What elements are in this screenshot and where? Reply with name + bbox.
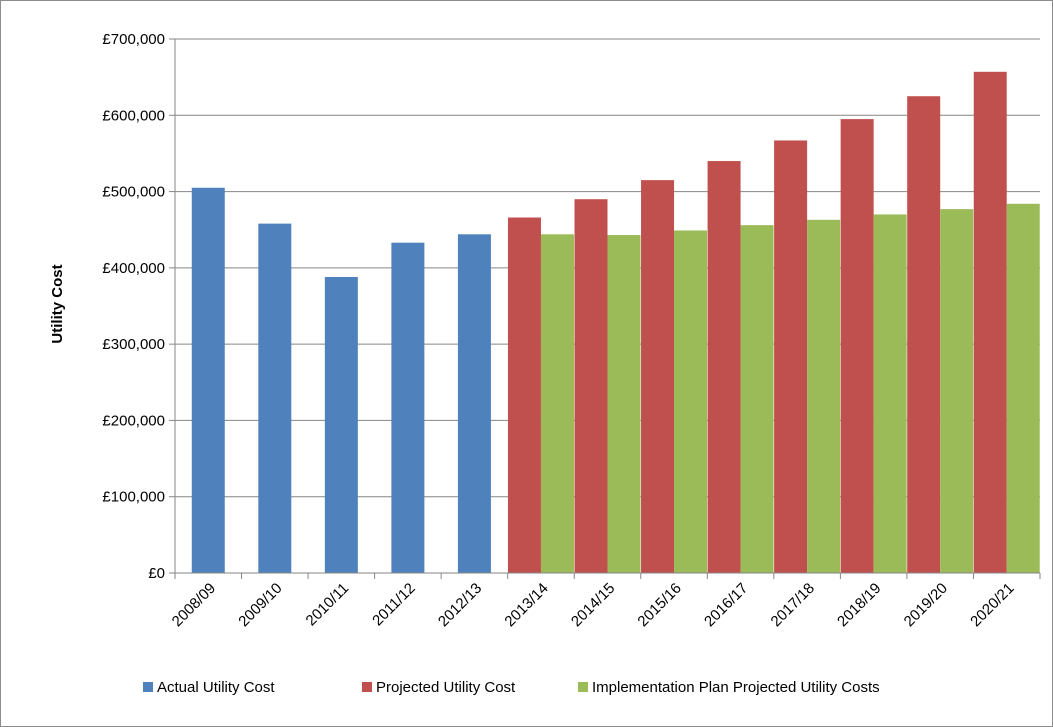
legend-item: Projected Utility Cost — [362, 679, 516, 696]
x-tick-label: 2010/11 — [303, 580, 353, 630]
bar-actual-utility-cost — [258, 223, 292, 573]
legend-item: Implementation Plan Projected Utility Co… — [578, 679, 880, 696]
bar-implementation-plan-projected-utility-costs — [540, 234, 574, 573]
y-tick-label: £100,000 — [102, 489, 165, 506]
legend-label: Projected Utility Cost — [376, 679, 516, 696]
bar-implementation-plan-projected-utility-costs — [940, 209, 974, 574]
legend-swatch — [143, 682, 153, 692]
x-tick-label: 2019/20 — [901, 580, 951, 630]
bar-actual-utility-cost — [191, 187, 225, 573]
bar-projected-utility-cost — [774, 140, 808, 573]
bar-projected-utility-cost — [574, 199, 608, 573]
bar-implementation-plan-projected-utility-costs — [607, 235, 641, 573]
y-tick-label: £300,000 — [102, 336, 165, 353]
axes — [169, 38, 1041, 579]
y-tick-labels: £0 £100,000 £200,000 £300,000 £400,000 £500,0… — [102, 31, 165, 582]
bar-implementation-plan-projected-utility-costs — [1006, 203, 1040, 573]
bar-projected-utility-cost — [973, 71, 1007, 573]
x-tick-label: 2016/17 — [701, 580, 751, 630]
legend-label: Implementation Plan Projected Utility Co… — [592, 679, 880, 696]
bar-implementation-plan-projected-utility-costs — [873, 214, 907, 573]
bar-actual-utility-cost — [391, 242, 425, 573]
bar-implementation-plan-projected-utility-costs — [807, 219, 841, 573]
bars — [191, 71, 1040, 574]
y-tick-label: £700,000 — [102, 31, 165, 48]
x-tick-label: 2012/13 — [435, 580, 485, 630]
legend-item: Actual Utility Cost — [143, 679, 275, 696]
y-tick-label: £200,000 — [102, 412, 165, 429]
bar-projected-utility-cost — [907, 96, 941, 573]
x-tick-label: 2009/10 — [235, 580, 285, 630]
legend-swatch — [578, 682, 588, 692]
bar-projected-utility-cost — [707, 161, 741, 574]
x-tick-label: 2018/19 — [834, 580, 884, 630]
x-tick-label: 2008/09 — [169, 580, 219, 630]
bar-implementation-plan-projected-utility-costs — [740, 225, 774, 573]
bar-projected-utility-cost — [507, 217, 541, 573]
x-tick-label: 2017/18 — [768, 580, 818, 630]
legend-swatch — [362, 682, 372, 692]
bar-actual-utility-cost — [324, 277, 358, 573]
bar-actual-utility-cost — [457, 234, 491, 573]
legend-label: Actual Utility Cost — [157, 679, 275, 696]
x-tick-labels: 2008/09 2009/10 2010/11 2011/12 2012/13 2013/… — [169, 580, 1018, 630]
bar-implementation-plan-projected-utility-costs — [674, 230, 708, 573]
legend: Actual Utility Cost Projected Utility Cos… — [143, 679, 880, 696]
x-tick-label: 2013/14 — [501, 580, 551, 630]
x-tick-label: 2011/12 — [369, 580, 419, 630]
y-tick-label: £600,000 — [102, 107, 165, 124]
y-tick-label: £0 — [148, 565, 165, 582]
x-tick-label: 2020/21 — [967, 580, 1017, 630]
bar-projected-utility-cost — [641, 180, 675, 573]
y-axis-title: Utility Cost — [49, 264, 66, 343]
y-tick-label: £400,000 — [102, 260, 165, 277]
bar-projected-utility-cost — [840, 119, 874, 573]
x-tick-label: 2015/16 — [634, 580, 684, 630]
y-tick-label: £500,000 — [102, 184, 165, 201]
x-tick-label: 2014/15 — [568, 580, 618, 630]
